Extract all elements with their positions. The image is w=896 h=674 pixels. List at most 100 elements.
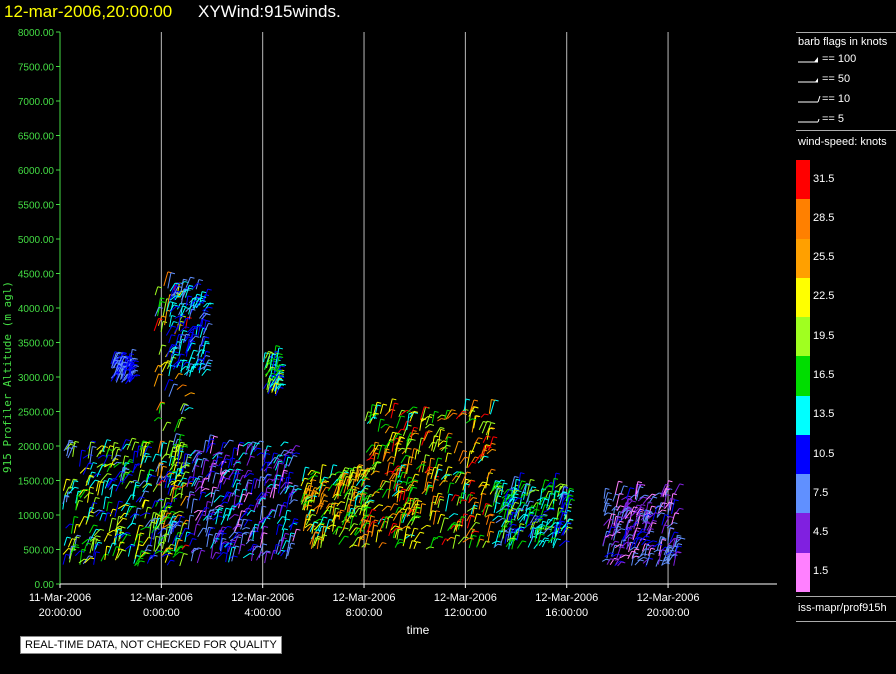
wind-barb-flag [483,449,488,452]
wind-barb [137,532,141,550]
wind-barb-flag [315,537,320,540]
wind-barb [504,534,508,544]
wind-barb [154,365,159,373]
wind-barb-flag [174,353,179,356]
wind-barb-flag [204,506,210,509]
wind-barb-flag [473,399,479,402]
wind-barb-flag [609,552,615,555]
wind-barb-flag [172,521,178,524]
wind-barb [265,351,269,359]
wind-barb-flag [462,412,468,415]
wind-barb-flag [135,484,140,487]
wind-barb-flag [666,494,671,496]
wind-barb-flag [346,476,351,478]
wind-barb-flag [606,530,611,533]
wind-barb-flag [634,546,639,549]
wind-barb-flag [627,497,633,500]
wind-barb-flag [402,512,408,515]
wind-barb-flag [236,461,242,464]
wind-barb-flag [183,553,188,556]
wind-barb-flag [108,501,113,504]
wind-barb-flag [552,517,558,520]
wind-barb-flag [569,487,574,490]
source-id: iss-mapr/prof915h [798,602,887,614]
wind-barb [465,494,470,502]
wind-barb [161,453,167,460]
wind-barb [152,513,157,529]
wind-barb-flag [435,510,441,513]
wind-barb [70,546,76,554]
wind-barb-flag [208,533,213,536]
wind-barb [360,476,365,486]
wind-barb-flag [532,527,537,530]
wind-barb-flag [198,279,203,282]
wind-barb-flag [203,457,208,460]
wind-barb [302,482,308,496]
wind-barb [377,518,382,525]
wind-barb-flag [465,478,470,481]
wind-barb-flag [167,516,172,519]
wind-barb [134,525,140,541]
wind-barb-flag [438,492,443,495]
wind-barb-flag [676,551,681,554]
wind-barb [142,484,149,493]
wind-barb [413,531,421,542]
wind-barb [304,523,311,529]
wind-barb-flag [321,493,326,496]
wind-barb-flag [155,513,160,516]
wind-barb [227,457,232,468]
wind-barb [140,441,144,456]
wind-barb-flag [182,384,187,387]
wind-barb [441,538,446,546]
wind-barb [251,545,258,553]
wind-barb-flag [264,517,269,520]
wind-barb-flag [639,559,644,562]
wind-barb-flag [229,439,234,442]
wind-barb-flag [420,531,425,534]
wind-barb-flag [354,478,359,481]
wind-barb-flag [472,497,478,499]
wind-barb [167,471,173,488]
wind-barb-flag [165,453,170,456]
wind-barb [125,480,131,489]
wind-barb-flag [231,539,237,542]
wind-barb-flag [155,453,160,456]
wind-barb-flag [133,369,139,372]
wind-barb-flag [189,514,195,517]
wind-barb-flag [662,537,667,540]
wind-barb [187,342,193,352]
wind-barb [624,510,632,520]
wind-barb [386,462,390,476]
wind-barb-flag [529,523,534,526]
wind-barb-flag [222,537,227,540]
wind-barb-flag [307,482,312,485]
wind-barb [320,534,324,548]
wind-barb [256,496,262,508]
wind-barb [186,357,192,371]
wind-barb [205,509,211,521]
wind-barb-flag [177,514,183,517]
wind-barb-flag [325,486,331,489]
wind-barb [674,543,679,553]
wind-barb-flag [159,463,164,466]
wind-barb-flag [176,487,181,490]
wind-barb [510,493,516,502]
wind-barb [466,450,471,469]
wind-barb [236,469,240,480]
wind-barb [513,507,519,518]
wind-barb-flag [224,541,229,544]
wind-barb-flag [293,454,298,457]
wind-barb-flag [285,486,290,489]
wind-barb [284,510,288,521]
wind-barb-flag [283,469,288,472]
wind-barb-flag [474,530,480,533]
wind-barb [192,452,199,462]
wind-barb-flag [398,511,403,514]
wind-barb-flag [495,480,500,483]
wind-barb-flag [187,295,193,298]
wind-barb [267,379,271,393]
wind-barb [308,479,313,496]
wind-barb-flag [102,512,107,515]
wind-barb-flag [145,452,150,455]
wind-barb-flag [267,473,272,476]
